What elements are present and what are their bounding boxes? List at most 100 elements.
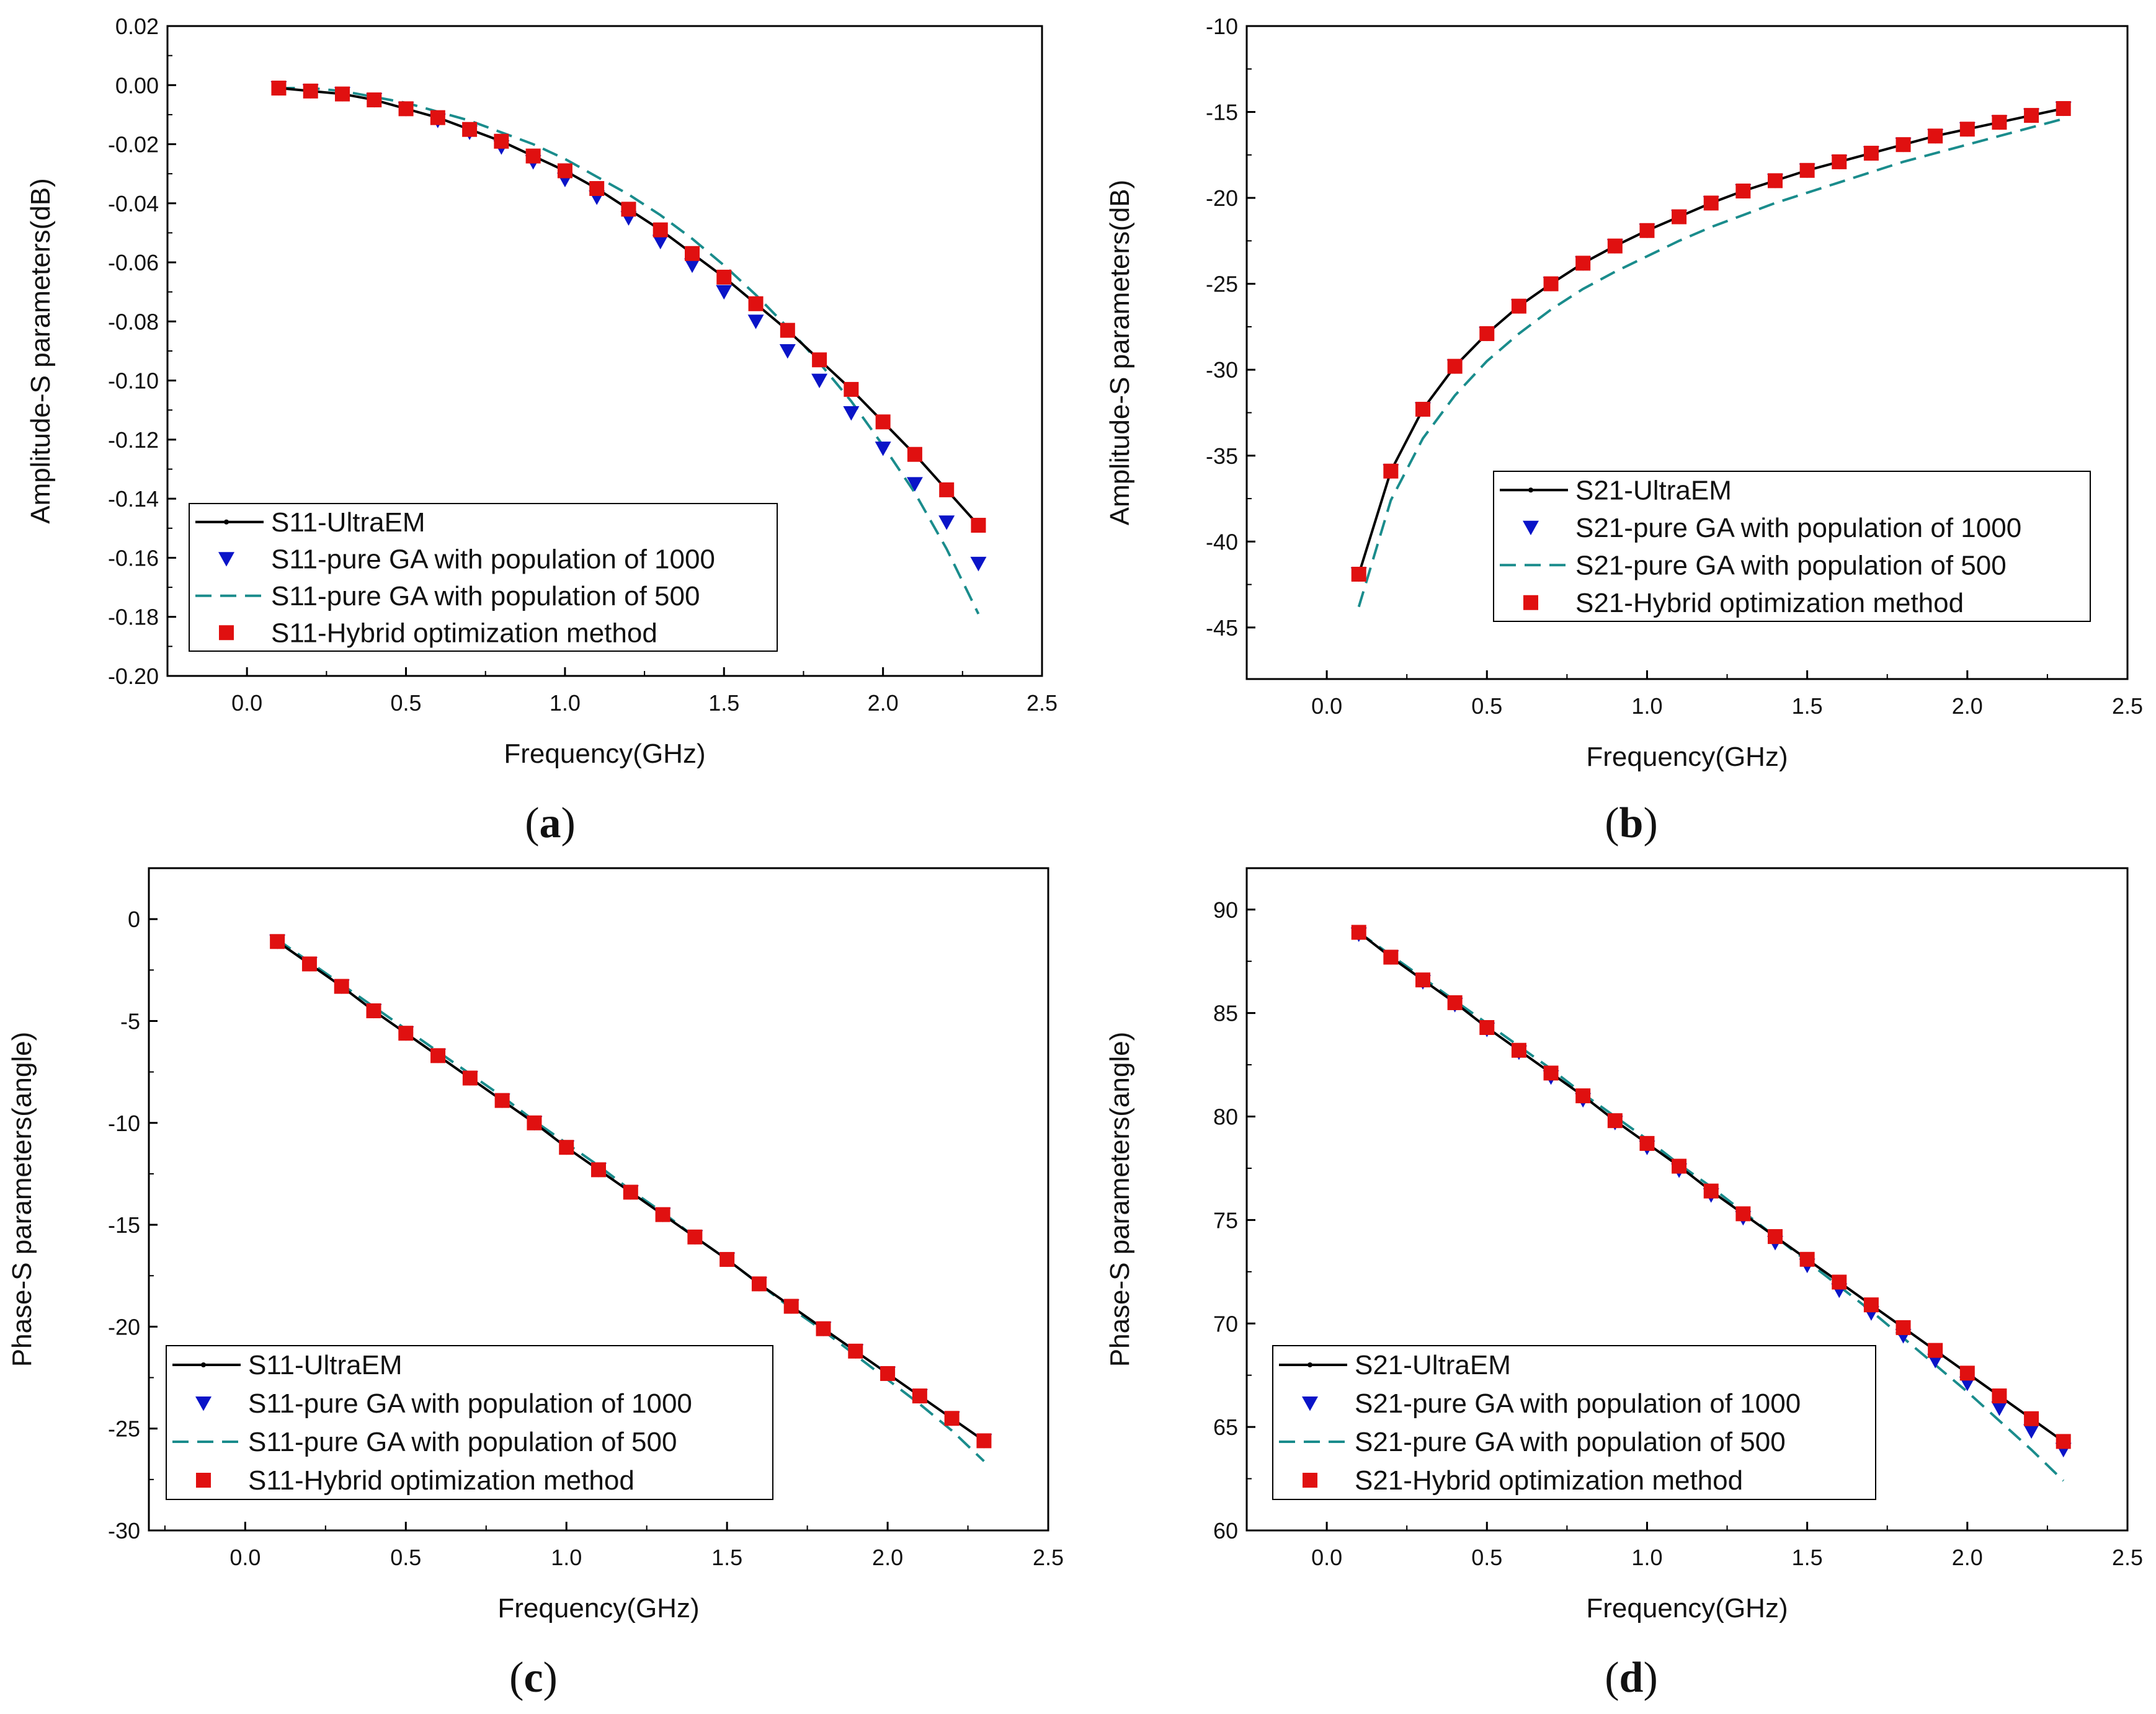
plot-area (1350, 101, 2072, 608)
y-tick-label: -0.12 (108, 427, 159, 453)
y-tick-label: -0.20 (108, 664, 159, 689)
x-tick-label: 0.0 (231, 690, 262, 716)
panel-label: (c) (509, 1654, 558, 1702)
data-point (976, 1433, 992, 1449)
data-point (2024, 108, 2039, 123)
legend-label: S21-Hybrid optimization method (1355, 1465, 1743, 1496)
legend-swatch-dot (1307, 1362, 1312, 1367)
data-point (1863, 146, 1879, 161)
data-point (1672, 209, 1687, 224)
data-point (301, 956, 317, 972)
y-tick-label: -5 (120, 1008, 140, 1034)
data-point (2056, 101, 2071, 117)
data-point (1351, 566, 1366, 582)
x-tick-label: 2.0 (868, 690, 899, 716)
data-point (719, 1251, 735, 1267)
chart-panel-c: 0.0 0.5 1.0 1.5 2.0 2.5 0 -5 -10 -15 -20 -25 -30 Freq… (7, 867, 1064, 1702)
y-tick-label: -35 (1206, 443, 1238, 469)
data-point (912, 1388, 927, 1404)
data-point (367, 92, 382, 108)
data-point (1511, 1042, 1526, 1058)
series-s21-hybrid-optimization-method (1351, 101, 2071, 582)
x-tick-label: 2.5 (1027, 690, 1058, 716)
y-tick-label: 0 (128, 907, 140, 932)
data-point (270, 934, 285, 949)
data-point (1895, 137, 1911, 153)
data-point (1415, 401, 1430, 417)
x-tick-label: 1.5 (1792, 693, 1823, 719)
panel-label-close: ) (561, 799, 576, 847)
y-tick-label: 60 (1213, 1518, 1238, 1543)
x-tick-label: 1.5 (711, 1545, 742, 1570)
data-point (655, 1207, 670, 1222)
chart-panel-a: 0.0 0.5 1.0 1.5 2.0 2.5 0.02 0.00 -0.02 -0.04 -0.0… (25, 14, 1058, 847)
data-point (1928, 1343, 1943, 1358)
panel-label: (a) (525, 799, 576, 847)
data-point (1768, 173, 1783, 189)
data-point (1992, 1388, 2007, 1404)
x-tick-label: 1.0 (550, 690, 581, 716)
legend-swatch-triangle (1302, 1396, 1318, 1411)
y-tick-label: 80 (1213, 1104, 1238, 1130)
panel-label-letter: b (1619, 799, 1644, 847)
y-tick-label: -30 (108, 1518, 140, 1543)
plot-frame (148, 867, 1049, 1532)
data-point (844, 381, 859, 397)
data-point (1703, 195, 1719, 211)
data-point (780, 322, 795, 338)
data-point (1832, 154, 1847, 169)
data-point (783, 1299, 799, 1314)
x-tick-label: 0.5 (391, 690, 422, 716)
data-point (747, 314, 764, 329)
data-point (716, 269, 732, 285)
legend-label: S21-pure GA with population of 1000 (1355, 1388, 1801, 1419)
data-point (1479, 326, 1495, 342)
legend: S11-UltraEM S11-pure GA with population o… (166, 1345, 773, 1500)
data-point (907, 446, 922, 462)
x-tick-label: 1.0 (551, 1545, 582, 1570)
data-point (271, 81, 287, 96)
series-s11-hybrid-optimization-method (271, 81, 986, 533)
y-tick-label: 0.00 (115, 73, 159, 98)
legend-swatch-dot (224, 519, 229, 525)
y-tick-label: -15 (1206, 100, 1238, 125)
x-tick-label: 2.0 (1952, 693, 1983, 719)
legend-label: S11-Hybrid optimization method (248, 1465, 635, 1496)
data-point (557, 163, 572, 179)
data-point (1768, 1229, 1783, 1245)
data-point (1992, 115, 2007, 130)
y-tick-label: 90 (1213, 897, 1238, 923)
legend-label: S21-pure GA with population of 500 (1355, 1427, 1786, 1457)
data-point (1351, 925, 1366, 940)
x-tick-label: 0.5 (1471, 693, 1502, 719)
y-tick-label: -20 (108, 1314, 140, 1339)
data-point (559, 1140, 574, 1155)
plot-frame (1245, 25, 2129, 680)
legend-swatch-square (219, 625, 234, 641)
legend-swatch-square (1523, 595, 1538, 610)
legend-label: S21-pure GA with population of 1000 (1575, 513, 2021, 543)
data-point (687, 1229, 703, 1245)
x-tick-label: 0.5 (390, 1545, 421, 1570)
legend: S21-UltraEM S21-pure GA with population o… (1272, 1345, 1876, 1500)
panel-label-close: ) (1643, 799, 1657, 847)
data-point (1575, 1088, 1591, 1104)
legend-label: S11-pure GA with population of 1000 (271, 544, 715, 574)
y-tick-label: -0.14 (108, 486, 159, 512)
data-point (1799, 162, 1815, 178)
data-point (623, 1184, 638, 1200)
y-axis-title: Phase-S parameters(angle) (7, 1032, 37, 1367)
x-tick-label: 1.5 (1792, 1545, 1823, 1570)
data-point (1895, 1320, 1911, 1335)
y-axis-title: Amplitude-S parameters(dB) (25, 178, 56, 524)
legend: S21-UltraEM S21-pure GA with population o… (1493, 471, 2091, 622)
data-point (621, 202, 636, 217)
legend-label: S21-pure GA with population of 500 (1575, 550, 2007, 580)
y-tick-label: -0.02 (108, 132, 159, 158)
data-point (716, 285, 733, 300)
y-tick-label: -30 (1206, 357, 1238, 383)
data-point (685, 246, 700, 261)
data-point (1383, 949, 1399, 965)
data-point (2056, 1434, 2071, 1449)
x-tick-label: 2.0 (872, 1545, 903, 1570)
